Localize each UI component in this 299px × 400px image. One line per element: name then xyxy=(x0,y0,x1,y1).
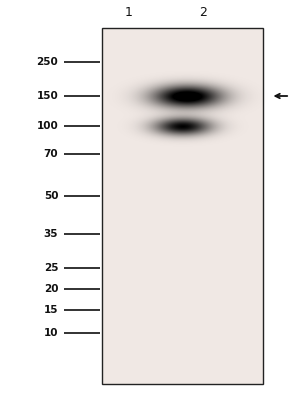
Text: 150: 150 xyxy=(36,91,58,101)
FancyBboxPatch shape xyxy=(102,28,263,384)
Text: 50: 50 xyxy=(44,191,58,201)
Text: 25: 25 xyxy=(44,263,58,273)
Text: 20: 20 xyxy=(44,284,58,294)
Text: 250: 250 xyxy=(36,57,58,67)
Text: 35: 35 xyxy=(44,229,58,239)
Text: 2: 2 xyxy=(199,6,207,18)
Text: 100: 100 xyxy=(36,121,58,131)
Text: 10: 10 xyxy=(44,328,58,338)
Text: 1: 1 xyxy=(125,6,132,18)
Text: 15: 15 xyxy=(44,305,58,314)
Text: 70: 70 xyxy=(44,149,58,159)
